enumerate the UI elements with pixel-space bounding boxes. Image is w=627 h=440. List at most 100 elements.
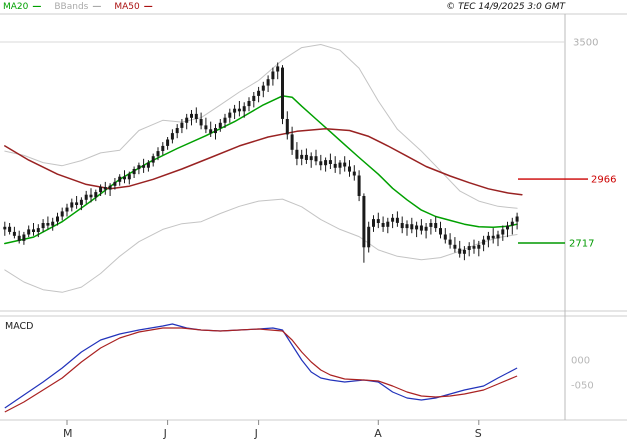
candle-body <box>496 234 500 239</box>
candle-body <box>395 217 399 223</box>
candle-body <box>190 113 193 118</box>
x-tick-label: J <box>254 427 258 440</box>
candle-body <box>180 122 184 128</box>
candlesticks <box>3 62 519 263</box>
candle-body <box>419 225 423 231</box>
x-tick-label: A <box>374 427 382 440</box>
candle-body <box>348 166 351 172</box>
candle-body <box>65 207 69 212</box>
candle-body <box>405 224 409 229</box>
candle-body <box>36 228 40 232</box>
series-bb-upper <box>4 44 518 209</box>
candle-body <box>386 221 390 227</box>
candle-body <box>142 165 146 168</box>
candle-body <box>357 175 361 196</box>
candle-body <box>175 128 179 134</box>
candle-body <box>237 108 241 112</box>
candle-body <box>204 125 208 130</box>
candle-body <box>304 154 308 160</box>
candle-body <box>381 223 385 227</box>
candle-body <box>242 106 246 112</box>
candle-body <box>60 211 64 217</box>
candle-body <box>333 163 337 168</box>
candle-body <box>252 95 256 101</box>
candle-body <box>458 248 462 254</box>
candle-body <box>84 194 88 200</box>
candle-body <box>146 162 150 168</box>
candle-body <box>376 219 380 223</box>
legend-swatch-bbands: — <box>92 2 102 12</box>
series-macd-line <box>4 323 518 409</box>
copyright-text: © TEC 14/9/2025 3:0 GMT <box>446 2 565 12</box>
candle-body <box>338 162 342 168</box>
candle-body <box>113 181 117 186</box>
candle-body <box>285 119 289 135</box>
candle-body <box>472 246 476 249</box>
x-tick-label: J <box>163 427 167 440</box>
macd-axis-label: 000 <box>571 356 590 367</box>
chart-legend: MA20— BBands — MA50— <box>3 1 153 13</box>
candle-body <box>515 216 519 222</box>
candle-body <box>137 165 141 170</box>
candle-body <box>132 169 136 175</box>
candle-body <box>290 134 294 150</box>
candle-body <box>328 160 332 164</box>
candle-body <box>324 160 328 166</box>
candle-body <box>510 221 514 226</box>
price-axis-label: 3500 <box>573 38 598 49</box>
candle-body <box>194 113 198 119</box>
candle-body <box>199 119 203 126</box>
candle-body <box>443 234 447 240</box>
candle-body <box>127 174 131 180</box>
candle-body <box>506 225 509 230</box>
candle-body <box>491 235 495 239</box>
candle-body <box>400 223 404 229</box>
candle-body <box>271 71 275 80</box>
candle-body <box>309 156 313 161</box>
candle-body <box>486 235 490 240</box>
candle-body <box>70 202 74 208</box>
legend-label-bbands: BBands <box>54 2 89 12</box>
candle-body <box>185 117 189 123</box>
candle-body <box>32 229 35 232</box>
candle-body <box>453 244 457 249</box>
candle-body <box>27 229 31 235</box>
candle-body <box>75 202 79 205</box>
legend-item-ma20: MA20— <box>3 1 41 13</box>
candle-body <box>228 112 232 118</box>
candle-body <box>439 228 442 235</box>
candle-body <box>56 216 59 222</box>
candle-body <box>214 128 217 134</box>
candle-body <box>257 90 261 96</box>
candle-body <box>314 156 318 162</box>
macd-panel-label: MACD <box>5 321 34 332</box>
candle-body <box>3 226 7 230</box>
candle-body <box>266 79 270 86</box>
candle-body <box>170 133 174 140</box>
candle-body <box>151 156 155 163</box>
candle-body <box>209 129 213 134</box>
candle-body <box>79 199 83 205</box>
candle-body <box>46 223 50 226</box>
candle-body <box>448 239 452 245</box>
candle-body <box>123 176 126 180</box>
candle-body <box>367 226 371 248</box>
candle-body <box>415 225 419 230</box>
candle-body <box>89 194 93 198</box>
legend-label-ma50: MA50 <box>114 2 140 12</box>
candle-body <box>94 192 98 198</box>
candle-body <box>295 149 299 159</box>
candle-body <box>103 187 107 190</box>
legend-item-ma50: MA50— <box>114 1 152 13</box>
candle-body <box>161 145 165 151</box>
candle-body <box>233 108 237 113</box>
candle-body <box>51 221 55 226</box>
candle-body <box>477 244 481 249</box>
candle-body <box>362 196 366 248</box>
candle-body <box>156 151 160 157</box>
candle-body <box>467 246 471 250</box>
macd-axis-label: -050 <box>571 381 594 392</box>
candle-body <box>276 66 280 72</box>
candle-body <box>462 249 466 254</box>
candle-body <box>99 187 103 193</box>
